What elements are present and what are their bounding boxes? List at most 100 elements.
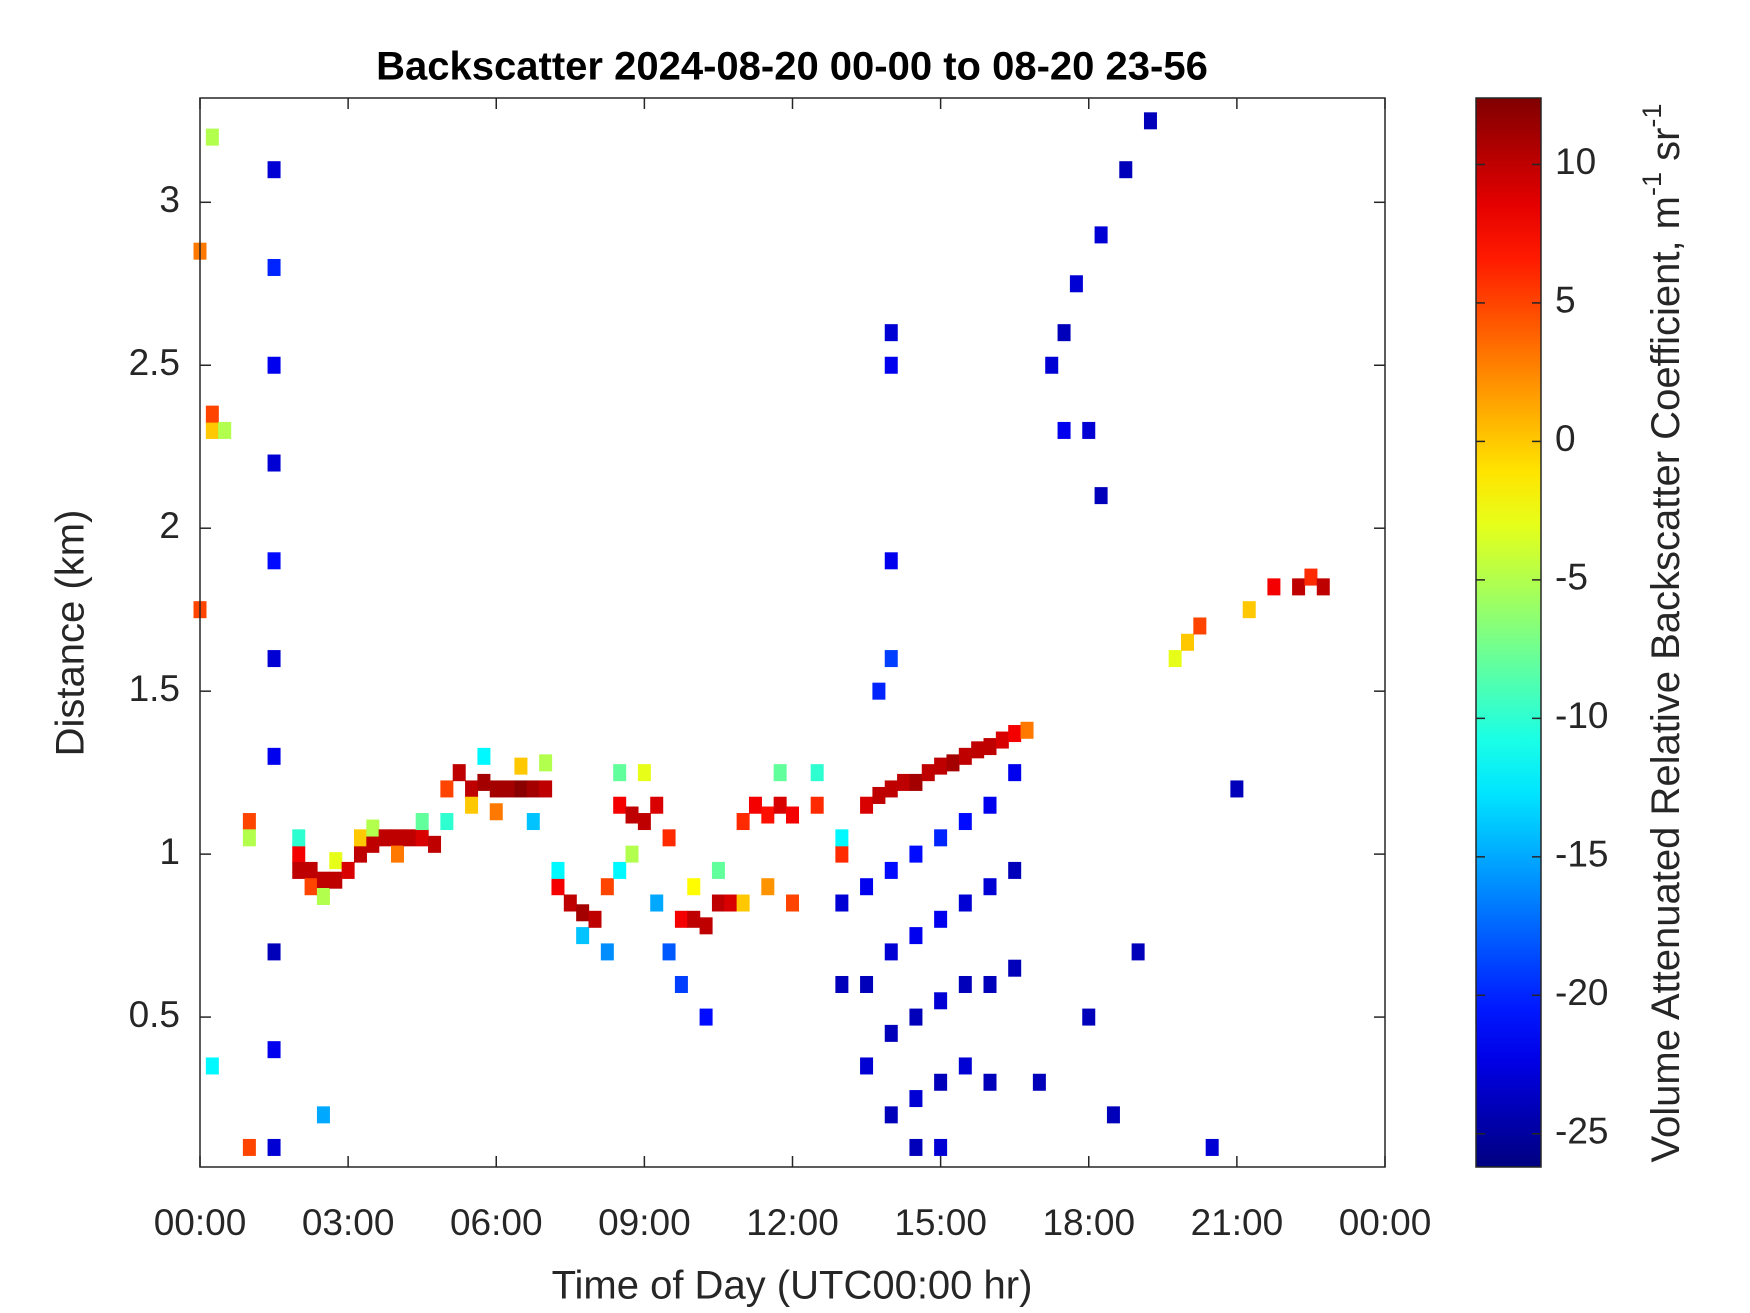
- heatmap-cell: [983, 1073, 997, 1091]
- x-tick-label: 09:00: [598, 1202, 691, 1243]
- heatmap-cell: [884, 650, 898, 668]
- heatmap-cell: [934, 1073, 948, 1091]
- y-tick-label: 3: [159, 179, 180, 220]
- heatmap-cell: [1057, 421, 1071, 439]
- heatmap-cell: [329, 871, 343, 889]
- heatmap-cell: [637, 764, 651, 782]
- colorbar-label-text: sr: [1644, 128, 1688, 172]
- heatmap-cell: [415, 813, 429, 831]
- axes: 00:00 03:00 06:00 09:00 12:00 15:00 18:00 21:00…: [129, 97, 1608, 1243]
- heatmap-cell: [1292, 578, 1306, 596]
- heatmap-cell: [366, 835, 380, 853]
- heatmap-cell: [551, 861, 565, 879]
- heatmap-cell: [428, 835, 442, 853]
- heatmap-cell: [440, 813, 454, 831]
- heatmap-cell: [637, 813, 651, 831]
- heatmap-cell: [304, 861, 318, 879]
- colorbar-label: Volume Attenuated Relative Backscatter C…: [1637, 104, 1687, 1163]
- heatmap-cell: [1032, 1073, 1046, 1091]
- heatmap-cell: [600, 943, 614, 961]
- heatmap-cell: [539, 754, 553, 772]
- heatmap-cell: [650, 796, 664, 814]
- heatmap-cell: [205, 128, 219, 146]
- heatmap-cell: [292, 845, 306, 863]
- heatmap-cell: [909, 927, 923, 945]
- colorbar: [1475, 97, 1542, 1168]
- heatmap-cell: [958, 975, 972, 993]
- x-tick-label: 12:00: [746, 1202, 839, 1243]
- heatmap-cell: [662, 829, 676, 847]
- heatmap-cell: [1057, 324, 1071, 342]
- heatmap-cell: [860, 975, 874, 993]
- heatmap-cell: [1143, 112, 1157, 130]
- heatmap-cell: [909, 1090, 923, 1108]
- heatmap-cell: [316, 1106, 330, 1124]
- heatmap-cell: [909, 1138, 923, 1156]
- heatmap-cell: [477, 773, 491, 791]
- heatmap-cell: [1094, 487, 1108, 505]
- heatmap-cell: [1020, 721, 1034, 739]
- colorbar-tick-label: 10: [1555, 141, 1596, 182]
- heatmap-cell: [391, 829, 404, 847]
- heatmap-cell: [934, 992, 948, 1010]
- heatmap-cell: [267, 356, 281, 374]
- x-tick-label: 06:00: [450, 1202, 543, 1243]
- heatmap-cell: [1181, 633, 1194, 651]
- heatmap-cell: [835, 829, 849, 847]
- heatmap-cell: [514, 757, 528, 775]
- heatmap-cell: [242, 829, 256, 847]
- heatmap-cell: [341, 861, 355, 879]
- heatmap-cell: [958, 813, 972, 831]
- heatmap-cell: [884, 324, 898, 342]
- heatmap-cell: [267, 454, 281, 472]
- heatmap-cell: [884, 356, 898, 374]
- heatmap-cell: [860, 878, 874, 896]
- heatmap-cell: [576, 904, 590, 922]
- heatmap-cell: [983, 878, 997, 896]
- heatmap-cell: [292, 829, 306, 847]
- heatmap-cell: [1267, 578, 1281, 596]
- heatmap-cell: [489, 780, 503, 798]
- heatmap-cell: [526, 813, 540, 831]
- colorbar-tick-label: -25: [1555, 1111, 1608, 1152]
- heatmap-cell: [983, 975, 997, 993]
- heatmap-cell: [391, 845, 404, 863]
- heatmap-cell: [218, 421, 232, 439]
- heatmap-cell: [205, 1057, 219, 1075]
- heatmap-cell: [761, 806, 775, 824]
- heatmap-cell: [958, 747, 972, 765]
- heatmap-cell: [761, 878, 775, 896]
- heatmap-cell: [958, 894, 972, 912]
- x-tick-label: 03:00: [302, 1202, 395, 1243]
- x-tick-label: 21:00: [1191, 1202, 1284, 1243]
- heatmap-cell: [909, 1008, 923, 1026]
- heatmap-cell: [514, 780, 528, 798]
- heatmap-cell: [860, 1057, 874, 1075]
- heatmap-cell: [366, 819, 380, 837]
- colorbar-tick-label: 5: [1555, 280, 1576, 321]
- heatmap-cell: [711, 861, 725, 879]
- heatmap-cell: [958, 1057, 972, 1075]
- heatmap-cell: [946, 754, 960, 772]
- colorbar-tick-label: -20: [1555, 972, 1608, 1013]
- heatmap-cell: [1242, 601, 1256, 619]
- heatmap-cell: [934, 829, 948, 847]
- heatmap-cell: [415, 829, 429, 847]
- heatmap-cell: [267, 650, 281, 668]
- heatmap-cell: [674, 910, 688, 928]
- heatmap-cell: [1119, 161, 1133, 179]
- heatmap-cell: [600, 878, 614, 896]
- heatmap-cell: [995, 731, 1009, 749]
- heatmap-cell: [1082, 421, 1096, 439]
- colorbar-label-exponent: -1: [1637, 172, 1667, 196]
- heatmap-cell: [983, 738, 997, 756]
- colorbar-label-exponent: -1: [1637, 104, 1667, 128]
- heatmap-cell: [576, 927, 590, 945]
- heatmap-cell: [1008, 861, 1022, 879]
- heatmap-cell: [1106, 1106, 1120, 1124]
- heatmap-cell: [489, 803, 503, 821]
- heatmap-cell: [983, 796, 997, 814]
- colorbar-label-text: Volume Attenuated Relative Backscatter C…: [1644, 196, 1688, 1162]
